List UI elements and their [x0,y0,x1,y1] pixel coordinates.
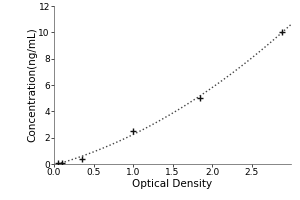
X-axis label: Optical Density: Optical Density [132,179,213,189]
Y-axis label: Concentration(ng/mL): Concentration(ng/mL) [27,28,37,142]
